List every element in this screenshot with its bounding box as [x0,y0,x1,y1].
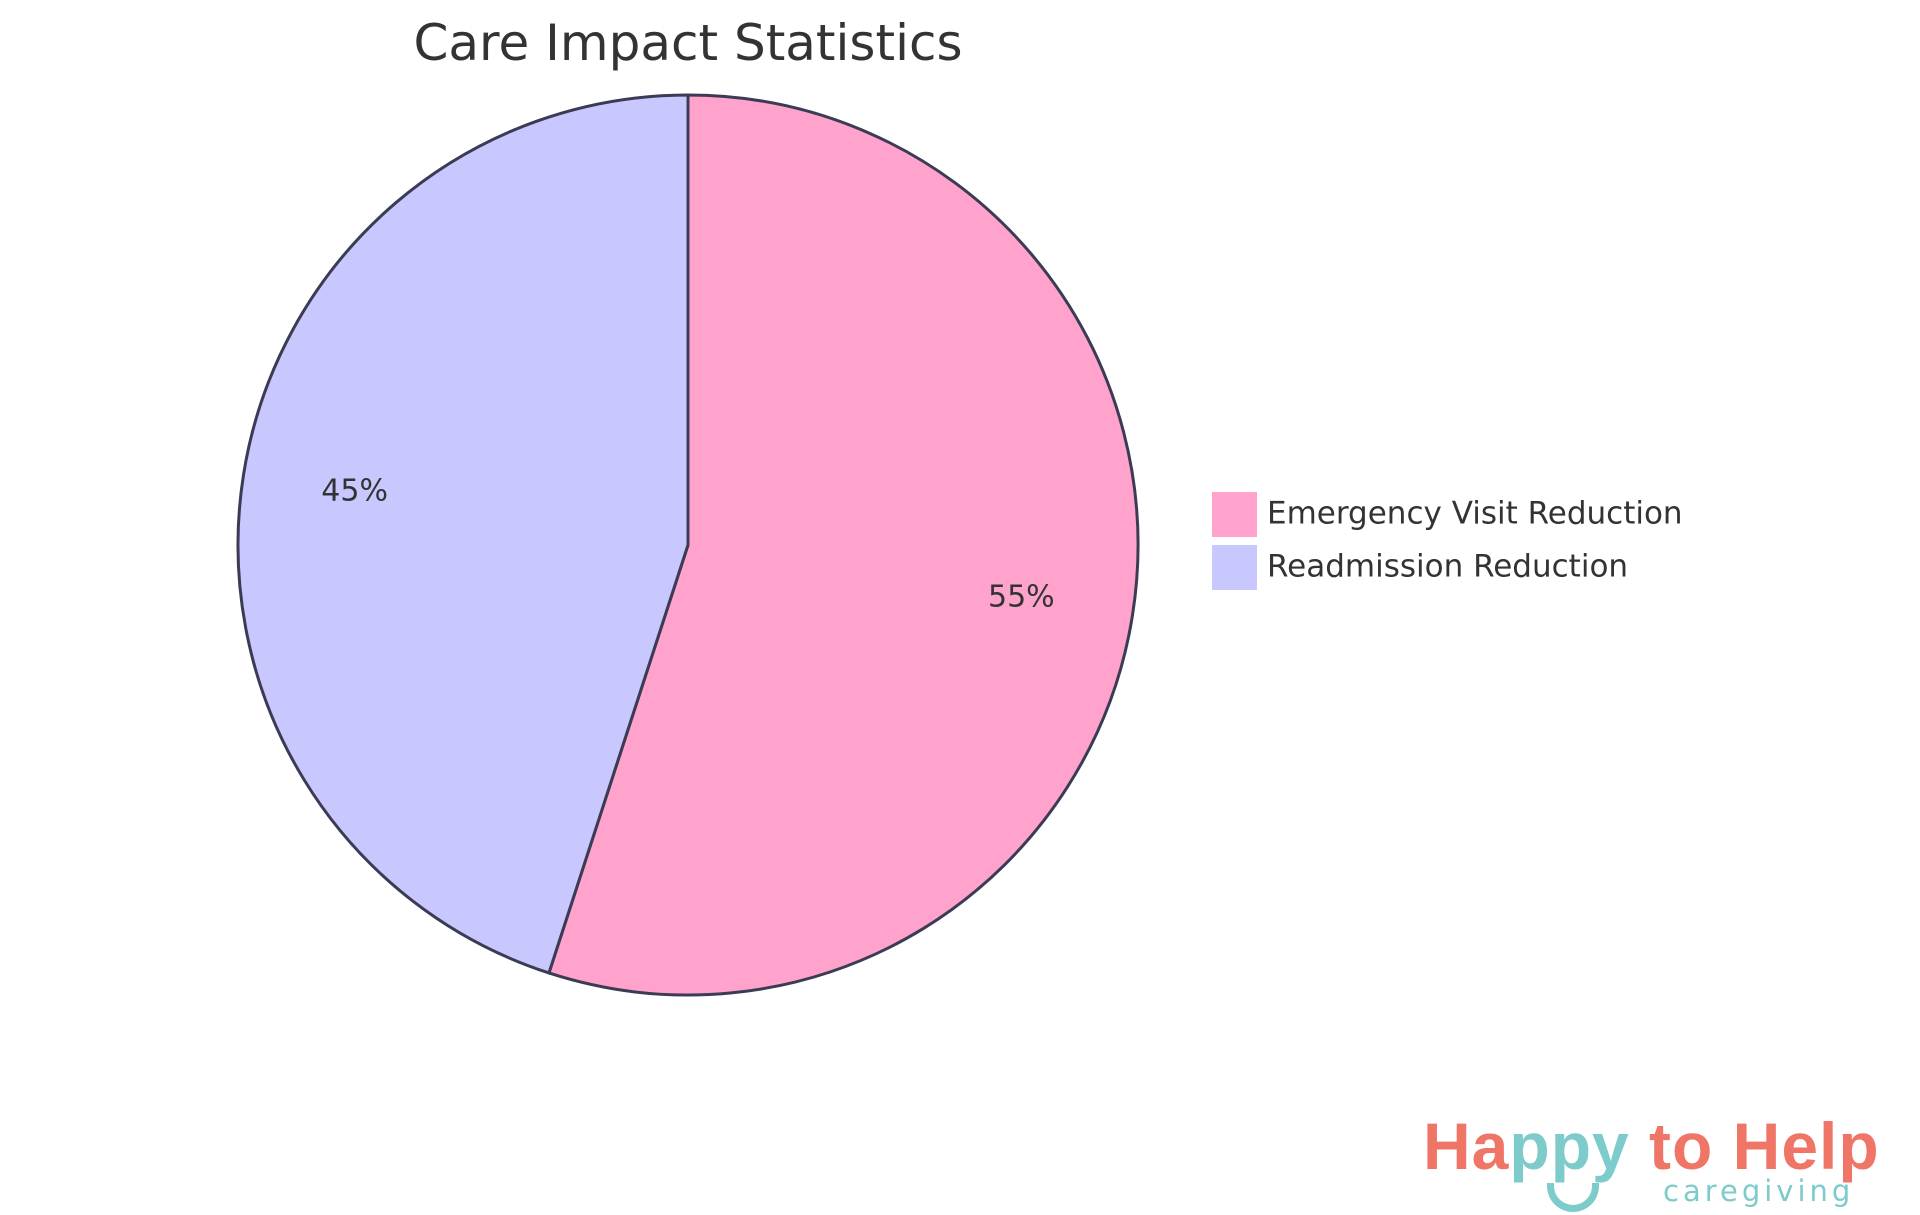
smile-icon [1547,1183,1599,1212]
slice-label-1: 45% [321,474,388,509]
brand-logo: Happy to Help caregiving [1423,1108,1883,1212]
legend-swatch-1 [1212,545,1257,590]
slice-label-0: 55% [988,579,1055,614]
pie-slice-0 [547,93,1140,997]
legend-swatch-0 [1212,492,1257,537]
pie-slice-1 [236,93,690,975]
legend-label-0: Emergency Visit Reduction [1267,496,1683,532]
chart-title: Care Impact Statistics [413,14,962,72]
legend-label-1: Readmission Reduction [1267,549,1628,585]
